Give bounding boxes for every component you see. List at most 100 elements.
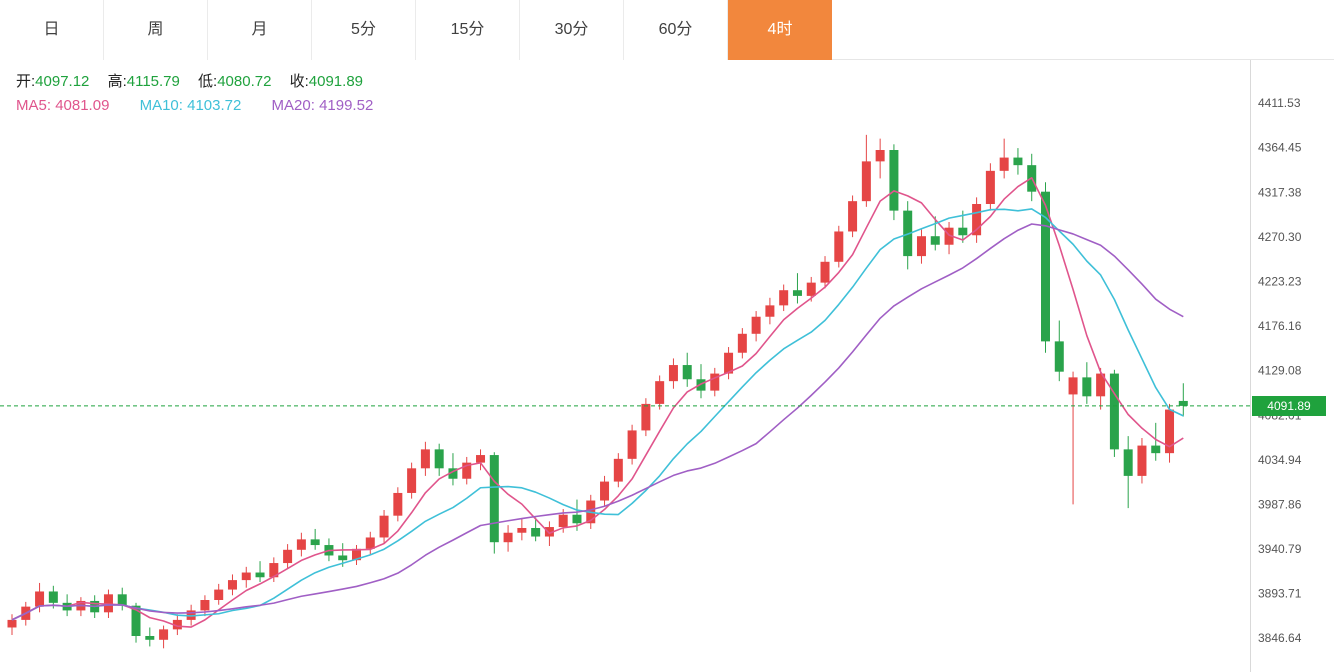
candle-body [848,201,858,232]
candle-body [531,528,541,537]
candle-body [999,157,1009,171]
candle-body [627,430,637,459]
candle-body [296,539,306,550]
candles [7,134,1188,649]
candle-body [972,204,982,236]
y-tick-label: 3846.64 [1258,631,1302,645]
candle-body [310,539,320,546]
candle-body [420,449,430,469]
candle-body [172,619,182,630]
tab-4hour[interactable]: 4时 [728,0,832,60]
ma10-line [11,208,1184,621]
candle-body [696,379,706,391]
candle-body [655,381,665,404]
candle-body [227,580,237,590]
tab-month[interactable]: 月 [208,0,312,60]
candle-body [558,514,568,528]
tab-5min[interactable]: 5分 [312,0,416,60]
candle-body [600,481,610,501]
high-label: 高: [107,73,127,90]
candle-body [1137,445,1147,476]
ma10-legend: MA10: 4103.72 [140,97,242,114]
candle-body [944,227,954,245]
candle-body [503,532,513,543]
candle-body [159,629,169,640]
timeframe-tabbar: 日 周 月 5分 15分 30分 60分 4时 [0,0,1334,60]
candle-body [958,227,968,236]
ma5-value: 4081.09 [55,97,110,114]
candle-body [779,290,789,306]
candle-body [1068,377,1078,395]
candle-body [393,492,403,516]
candle-body [1151,445,1161,454]
candle-body [269,563,279,578]
y-tick-label: 4411.53 [1258,96,1301,110]
candle-body [930,236,940,245]
candle-body [641,403,651,431]
candle-body [352,548,361,561]
y-tick-label: 4317.38 [1258,185,1302,199]
ma20-value: 4199.52 [319,97,374,114]
candle-body [889,150,899,211]
ma20-line [11,223,1184,621]
current-price-tag: 4091.89 [1252,395,1326,416]
candle-body [1082,377,1092,397]
candle-body [200,600,210,611]
candle-body [820,261,830,283]
candle-body [365,537,375,549]
candle-body [255,572,265,578]
candle-body [1109,373,1119,450]
tab-15min[interactable]: 15分 [416,0,520,60]
close-label: 收: [289,73,309,90]
high-value: 4115.79 [126,73,180,90]
candle-body [792,290,802,296]
open-label: 开: [16,73,36,90]
tab-60min[interactable]: 60分 [624,0,728,60]
candle-body [214,589,224,600]
y-tick-label: 3940.79 [1258,542,1302,556]
candle-body [544,527,554,537]
y-tick-label: 3893.71 [1258,587,1302,601]
candle-body [875,150,885,162]
open-value: 4097.12 [35,73,90,90]
candle-body [434,449,444,469]
candle-body [131,605,141,636]
candle-body [35,591,45,607]
candle-body [613,458,623,482]
candle-body [737,333,747,353]
candle-body [379,515,389,538]
ma-info: MA5: 4081.09 MA10: 4103.72 MA20: 4199.52 [16,97,373,114]
y-tick-label: 4129.08 [1258,364,1302,378]
candle-body [448,468,458,479]
close-value: 4091.89 [308,73,364,90]
candle-body [517,528,527,533]
candle-body [48,591,58,603]
y-tick-label: 4176.16 [1258,319,1302,333]
candle-body [338,555,348,561]
candle-body [283,549,293,564]
candle-body [476,455,486,463]
ma20-label: MA20: [271,97,315,114]
tab-week[interactable]: 周 [104,0,208,60]
candle-body [834,231,844,262]
low-value: 4080.72 [217,73,272,90]
candle-body [682,365,692,380]
candle-body [572,514,582,524]
ma10-label: MA10: [139,97,183,114]
y-tick-label: 4223.23 [1258,274,1302,288]
candle-body [710,373,720,391]
ma-lines [11,177,1184,628]
candle-body [668,365,678,382]
candle-body [1054,341,1064,372]
ma5-line [11,177,1184,628]
ma10-value: 4103.72 [187,97,242,114]
candle-body [1178,400,1188,406]
candle-body [1096,373,1106,397]
tab-30min[interactable]: 30分 [520,0,624,60]
y-tick-label: 4034.94 [1258,453,1302,467]
candle-body [462,462,472,479]
candle-body [806,282,816,296]
tab-day[interactable]: 日 [0,0,104,60]
